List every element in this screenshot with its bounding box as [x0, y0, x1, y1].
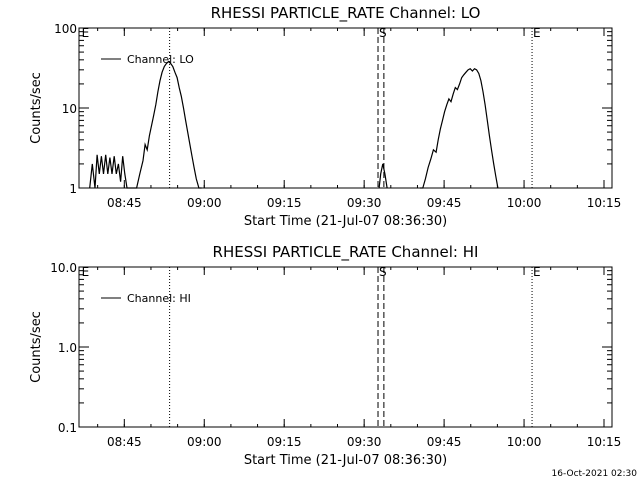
x-tick-label: 10:00 [507, 196, 542, 210]
series-line-2 [420, 67, 499, 189]
x-tick-label: 10:15 [587, 196, 622, 210]
legend-label: Channel: LO [127, 53, 194, 66]
series-line-0 [89, 60, 202, 189]
x-tick-label: 09:15 [267, 435, 302, 449]
marker-label: E [82, 26, 90, 40]
marker-label: E [82, 265, 90, 279]
x-tick-label: 09:15 [267, 196, 302, 210]
x-tick-label: 09:00 [187, 435, 222, 449]
y-tick-label: 1.0 [58, 341, 77, 355]
y-tick-label: 0.1 [58, 421, 77, 435]
x-tick-label: 10:00 [507, 435, 542, 449]
x-tick-label: 09:00 [187, 196, 222, 210]
y-tick-label: 10 [62, 102, 77, 116]
chart-title: RHESSI PARTICLE_RATE Channel: HI [213, 243, 479, 262]
x-axis-label: Start Time (21-Jul-07 08:36:30) [244, 453, 447, 468]
y-axis-label: Counts/sec [29, 311, 44, 383]
footer-timestamp: 16-Oct-2021 02:30 [552, 469, 638, 479]
y-tick-label: 100 [54, 22, 77, 36]
x-tick-label: 08:45 [107, 196, 142, 210]
chart-panel-1: RHESSI PARTICLE_RATE Channel: HI Start Ti… [29, 243, 621, 468]
marker-label: S [379, 265, 387, 279]
marker-label: E [533, 26, 541, 40]
chart-panel-0: RHESSI PARTICLE_RATE Channel: LO Start Ti… [29, 4, 621, 229]
y-axis-label: Counts/sec [29, 72, 44, 144]
x-tick-label: 09:30 [347, 435, 382, 449]
chart-title: RHESSI PARTICLE_RATE Channel: LO [211, 4, 481, 23]
y-tick-label: 1 [69, 182, 77, 196]
x-tick-label: 10:15 [587, 435, 622, 449]
x-tick-label: 09:45 [427, 435, 462, 449]
marker-label: E [533, 265, 541, 279]
y-tick-label: 10.0 [50, 261, 77, 275]
x-axis-label: Start Time (21-Jul-07 08:36:30) [244, 214, 447, 229]
legend-label: Channel: HI [127, 292, 191, 305]
x-tick-label: 09:45 [427, 196, 462, 210]
x-tick-label: 08:45 [107, 435, 142, 449]
series-line-1 [378, 163, 388, 189]
marker-label: S [379, 26, 387, 40]
x-tick-label: 09:30 [347, 196, 382, 210]
